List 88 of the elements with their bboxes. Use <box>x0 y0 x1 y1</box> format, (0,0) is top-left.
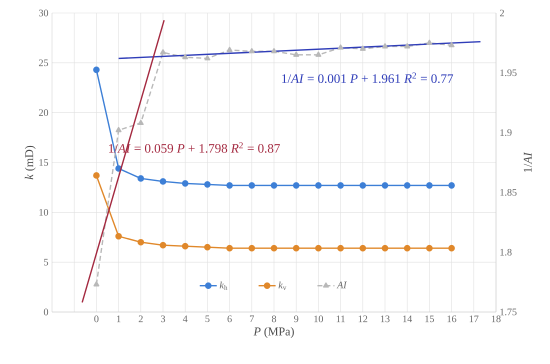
point <box>248 244 256 252</box>
x-tick-label: 2 <box>138 316 143 322</box>
point <box>93 66 100 74</box>
point <box>270 244 278 252</box>
x-tick-label: 10 <box>314 316 324 322</box>
point <box>160 242 166 249</box>
point <box>338 44 344 50</box>
x-tick-label: 11 <box>336 316 345 322</box>
x-tick-label: 14 <box>403 316 412 322</box>
x-tick-label: 5 <box>205 316 210 322</box>
legend-label: k$_{h}$ <box>220 281 228 290</box>
x-tick-label: 15 <box>425 316 434 322</box>
point <box>448 42 455 48</box>
x-tick-label: 16 <box>447 316 456 322</box>
x-tick-label: 13 <box>380 316 390 322</box>
y-axis-title: k (mD) <box>24 146 36 180</box>
x-tick-label: 6 <box>228 316 232 322</box>
point <box>315 182 322 189</box>
point <box>426 182 433 189</box>
y2-tick-label: 2 <box>500 10 504 16</box>
x-tick-label: 4 <box>182 316 188 322</box>
point <box>182 54 188 60</box>
point <box>293 52 300 57</box>
point <box>337 182 344 189</box>
point <box>93 172 100 179</box>
point <box>426 244 433 252</box>
point <box>115 232 122 240</box>
point <box>138 175 144 182</box>
y2-tick-label: 1.9 <box>500 129 512 136</box>
point <box>248 48 255 54</box>
y2-tick-label: 1.75 <box>500 308 517 316</box>
point <box>116 126 122 132</box>
x-tick-label: 17 <box>470 316 479 322</box>
point <box>182 180 188 187</box>
point <box>93 281 100 286</box>
point <box>204 181 211 188</box>
x-tick-label: 3 <box>160 316 166 322</box>
x-tick-label: 9 <box>294 316 298 322</box>
legend-label: k$_{v}$ <box>278 281 286 290</box>
point <box>160 178 166 185</box>
point <box>448 244 455 252</box>
point <box>138 120 144 126</box>
x-tick-label: 18 <box>492 316 501 322</box>
point <box>337 244 344 252</box>
annotation: 1/AI = 0.001 P + 1.961 R$^{2}$ = 0.77 <box>282 72 454 84</box>
point <box>448 182 455 189</box>
point <box>182 242 188 250</box>
point <box>382 43 388 48</box>
y2-tick-label: 1.85 <box>500 189 517 196</box>
y-tick-label: 25 <box>38 59 48 66</box>
point <box>382 182 388 189</box>
point <box>292 244 300 252</box>
y2-tick-label: 1.8 <box>500 248 512 256</box>
point <box>382 244 388 252</box>
point <box>360 46 366 51</box>
y2-tick-label: 1.95 <box>500 69 517 76</box>
x-tick-label: 12 <box>358 316 368 322</box>
point <box>226 244 233 252</box>
y-tick-label: 5 <box>44 258 48 266</box>
point <box>315 244 322 252</box>
legend-label: AI <box>336 282 347 288</box>
point <box>360 182 366 189</box>
y-tick-label: 15 <box>39 159 48 166</box>
point <box>226 182 233 189</box>
x-tick-label: 7 <box>250 316 254 322</box>
x-axis-title: P (MPa) <box>254 327 294 338</box>
y-tick-label: 10 <box>39 208 48 216</box>
point <box>138 238 144 246</box>
point <box>404 182 410 189</box>
point <box>270 182 278 189</box>
x-tick-label: 8 <box>272 316 276 322</box>
point <box>360 244 366 252</box>
x-tick-label: 0 <box>94 316 99 322</box>
point <box>426 40 432 45</box>
point <box>248 182 256 189</box>
x-tick-label: 1 <box>116 316 120 322</box>
point <box>404 43 410 48</box>
point <box>404 244 410 252</box>
y-tick-label: 20 <box>38 109 48 116</box>
point <box>160 49 166 54</box>
point <box>271 48 277 54</box>
point <box>315 52 322 57</box>
point <box>204 244 211 251</box>
point <box>204 55 210 60</box>
y-tick-label: 30 <box>39 10 48 16</box>
y-tick-label: 0 <box>44 308 48 316</box>
point <box>292 182 300 189</box>
point <box>226 46 233 52</box>
